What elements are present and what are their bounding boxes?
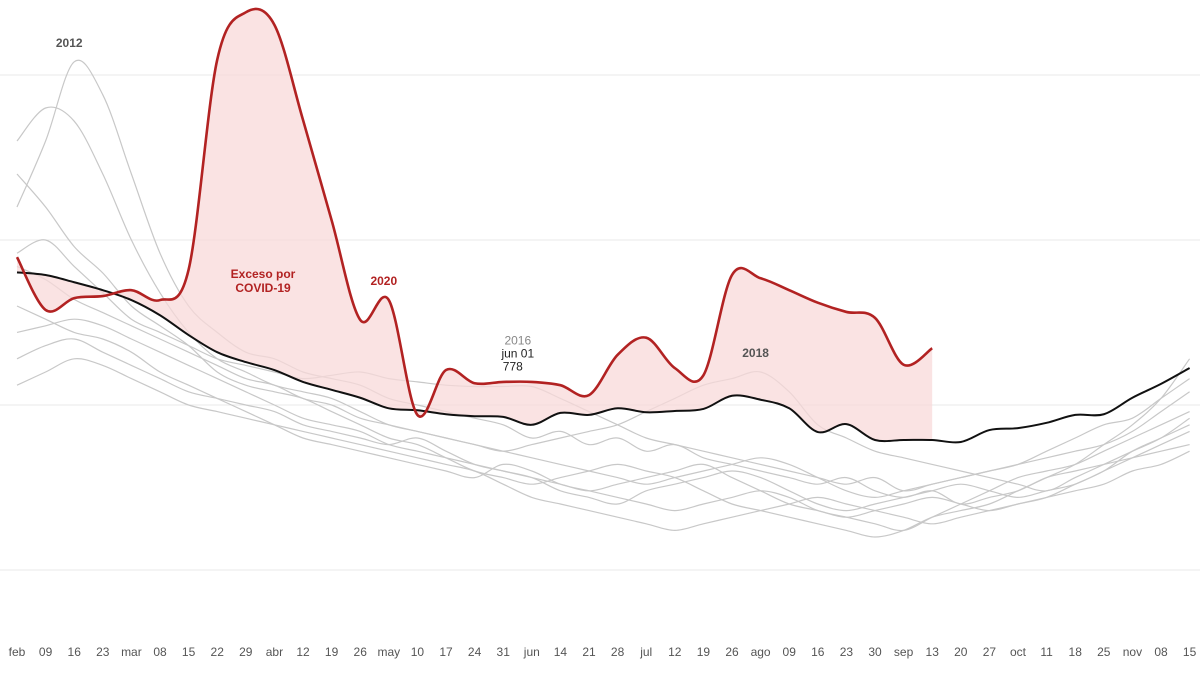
x-tick-label: 21 — [582, 645, 596, 659]
x-tick-label: 11 — [1040, 645, 1053, 659]
x-tick-label: 16 — [811, 645, 825, 659]
tooltip-year: 2016 — [504, 334, 531, 348]
x-tick-label: 12 — [296, 645, 310, 659]
x-tick-label: mar — [121, 645, 142, 659]
series-label: 2020 — [370, 274, 397, 288]
x-tick-label: sep — [894, 645, 914, 659]
x-tick-label: 09 — [783, 645, 797, 659]
excess-fill — [17, 8, 933, 442]
x-tick-label: 19 — [697, 645, 711, 659]
x-tick-label: 22 — [211, 645, 225, 659]
series-label: 2012 — [56, 36, 83, 50]
x-tick-label: 27 — [983, 645, 997, 659]
x-tick-label: 26 — [354, 645, 368, 659]
series-label: 2018 — [742, 346, 769, 360]
x-tick-label: may — [377, 645, 400, 659]
series-line — [16, 271, 1191, 444]
excess-label: Exceso por — [231, 267, 296, 281]
x-tick-label: 14 — [554, 645, 568, 659]
series-line — [15, 7, 933, 418]
x-tick-label: oct — [1010, 645, 1027, 659]
x-tick-label: 15 — [1183, 645, 1197, 659]
x-tick-label: 18 — [1069, 645, 1083, 659]
x-tick-label: 29 — [239, 645, 253, 659]
x-tick-label: 09 — [39, 645, 53, 659]
x-tick-label: 26 — [725, 645, 739, 659]
x-tick-label: 24 — [468, 645, 482, 659]
x-tick-label: feb — [9, 645, 26, 659]
x-tick-label: 28 — [611, 645, 625, 659]
x-tick-label: 15 — [182, 645, 196, 659]
x-tick-label: 16 — [68, 645, 82, 659]
x-tick-label: 20 — [954, 645, 968, 659]
x-tick-label: nov — [1123, 645, 1142, 659]
x-tick-label: 31 — [497, 645, 511, 659]
series-line — [16, 173, 1191, 538]
x-tick-label: 13 — [926, 645, 940, 659]
x-tick-label: jul — [639, 645, 652, 659]
x-tick-label: abr — [266, 645, 283, 659]
x-tick-label: 17 — [439, 645, 453, 659]
x-tick-label: 10 — [411, 645, 425, 659]
x-tick-label: 23 — [840, 645, 854, 659]
excess-label: COVID-19 — [235, 281, 291, 295]
x-tick-label: 08 — [1154, 645, 1168, 659]
x-tick-label: 08 — [153, 645, 167, 659]
x-tick-label: 30 — [868, 645, 882, 659]
x-tick-label: jun — [523, 645, 540, 659]
x-tick-label: 12 — [668, 645, 682, 659]
x-tick-label: 25 — [1097, 645, 1111, 659]
series-line — [16, 106, 1190, 492]
series-line — [16, 338, 1190, 512]
series-line — [16, 358, 1190, 532]
x-tick-label: 19 — [325, 645, 339, 659]
series-line — [16, 265, 1190, 499]
x-tick-label: 23 — [96, 645, 110, 659]
x-tick-label: ago — [751, 645, 771, 659]
tooltip-value: 778 — [503, 360, 523, 374]
tooltip-date: jun 01 — [500, 347, 534, 361]
